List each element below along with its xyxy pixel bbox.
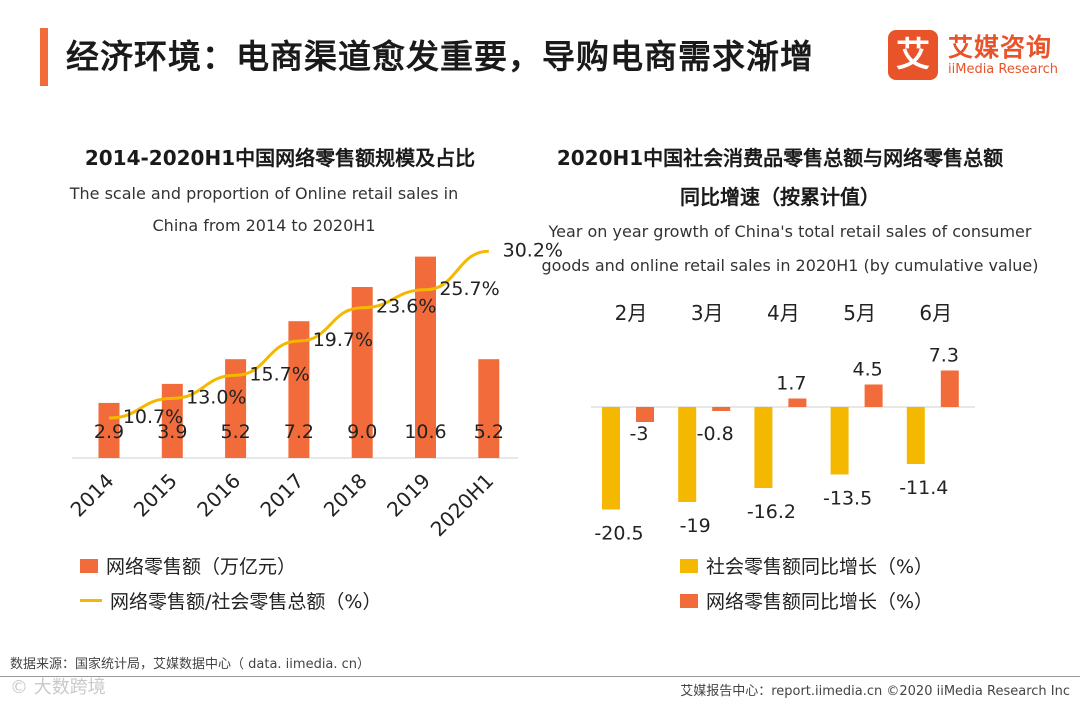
legend-label-bar: 网络零售额（万亿元）	[106, 556, 297, 578]
x-tick-label-0: 2014	[66, 469, 119, 522]
right-chart-subtitle-line1: Year on year growth of China's total ret…	[548, 222, 1032, 241]
legend-label-social: 社会零售额同比增长（%）	[706, 556, 934, 578]
share-line	[108, 249, 489, 420]
legend-label-online: 网络零售额同比增长（%）	[706, 591, 934, 613]
logo-name-cn: 艾媒咨询	[948, 33, 1053, 62]
left-chart-title: 2014-2020H1中国网络零售额规模及占比	[84, 146, 476, 170]
legend-online-retail-sales: 网络零售额（万亿元）	[80, 552, 296, 579]
bar-value-label-1: 3.9	[157, 421, 187, 443]
bar-online-growth-3	[864, 384, 883, 407]
x-tick-label-1: 2015	[129, 469, 182, 522]
right-chart-subtitle-line2: goods and online retail sales in 2020H1 …	[541, 256, 1039, 275]
online-growth-label-4: 7.3	[929, 345, 959, 367]
legend-social-retail-growth: 社会零售额同比增长（%）	[680, 552, 933, 579]
share-label-4: 23.6%	[376, 296, 436, 318]
x-tick-label-4: 2018	[319, 469, 372, 522]
bar-value-label-2: 5.2	[220, 421, 250, 443]
bar-online-retail-4	[351, 287, 373, 458]
right-chart-title-line2: 同比增速（按累计值）	[680, 185, 880, 209]
share-label-0: 10.7%	[123, 406, 183, 428]
x-tick-label-2: 2016	[192, 469, 245, 522]
left-chart-subtitle-line1: The scale and proportion of Online retai…	[69, 184, 459, 203]
title-accent-bar	[40, 28, 48, 86]
month-label-3: 5月	[843, 301, 876, 325]
online-growth-label-2: 1.7	[776, 373, 806, 395]
online-growth-label-0: -3	[630, 423, 649, 445]
share-label-2: 15.7%	[249, 363, 309, 385]
bar-value-label-3: 7.2	[284, 421, 314, 443]
social-growth-label-0: -20.5	[594, 523, 643, 545]
bar-online-growth-4	[940, 370, 959, 407]
legend-online-retail-growth: 网络零售额同比增长（%）	[680, 587, 933, 614]
bar-social-growth-3	[830, 407, 849, 475]
bar-social-growth-4	[906, 407, 925, 464]
social-growth-label-2: -16.2	[747, 501, 796, 523]
bar-online-retail-3	[288, 321, 310, 458]
bar-online-growth-1	[712, 407, 731, 411]
page-title: 经济环境：电商渠道愈发重要，导购电商需求渐增	[66, 37, 814, 76]
social-growth-label-3: -13.5	[823, 488, 872, 510]
legend-swatch-online	[680, 593, 698, 608]
logo-mark: 艾	[888, 30, 938, 80]
share-label-6: 30.2%	[503, 239, 563, 261]
x-tick-label-5: 2019	[382, 469, 435, 522]
share-label-5: 25.7%	[439, 278, 499, 300]
legend-swatch-social	[680, 558, 698, 573]
watermark: © 大数跨境	[10, 677, 106, 698]
online-growth-label-3: 4.5	[852, 359, 882, 381]
bar-social-growth-1	[678, 407, 697, 502]
month-label-2: 4月	[767, 301, 800, 325]
legend-label-line: 网络零售额/社会零售总额（%）	[110, 591, 382, 613]
bar-online-retail-2	[225, 359, 247, 458]
bar-social-growth-2	[754, 407, 773, 488]
bar-online-retail-5	[415, 256, 436, 458]
social-growth-label-1: -19	[680, 515, 711, 537]
bar-value-label-4: 9.0	[347, 421, 377, 443]
share-label-1: 13.0%	[186, 386, 246, 408]
logo-name-en: iiMedia Research	[948, 62, 1059, 77]
bar-value-label-6: 5.2	[474, 421, 504, 443]
bar-social-growth-0	[602, 407, 620, 510]
footer-credit: 艾媒报告中心：report.iimedia.cn ©2020 iiMedia R…	[680, 684, 1070, 699]
x-tick-label-6: 2020H1	[426, 469, 499, 542]
month-label-4: 6月	[919, 301, 952, 325]
bar-online-retail-1	[161, 383, 183, 458]
month-label-0: 2月	[615, 301, 648, 325]
legend-swatch-line	[80, 599, 102, 602]
social-growth-label-4: -11.4	[899, 477, 948, 499]
bar-online-growth-2	[788, 398, 807, 407]
data-source: 数据来源：国家统计局，艾媒数据中心（ data. iimedia. cn）	[10, 657, 371, 672]
right-chart-title-line1: 2020H1中国社会消费品零售总额与网络零售总额	[556, 146, 1004, 170]
bar-value-label-0: 2.9	[94, 421, 124, 443]
month-label-1: 3月	[691, 301, 724, 325]
online-growth-label-1: -0.8	[697, 423, 734, 445]
legend-swatch-bar	[80, 558, 98, 573]
legend-online-share: 网络零售额/社会零售总额（%）	[80, 587, 381, 614]
left-chart-subtitle-line2: China from 2014 to 2020H1	[152, 216, 376, 235]
footer-divider	[0, 676, 1080, 677]
share-label-3: 19.7%	[313, 329, 373, 351]
bar-online-retail-6	[478, 359, 500, 458]
x-tick-label-3: 2017	[255, 469, 308, 522]
bar-value-label-5: 10.6	[404, 421, 446, 443]
bar-online-growth-0	[636, 407, 654, 422]
iimedia-logo: 艾 艾媒咨询 iiMedia Research	[888, 28, 1068, 84]
